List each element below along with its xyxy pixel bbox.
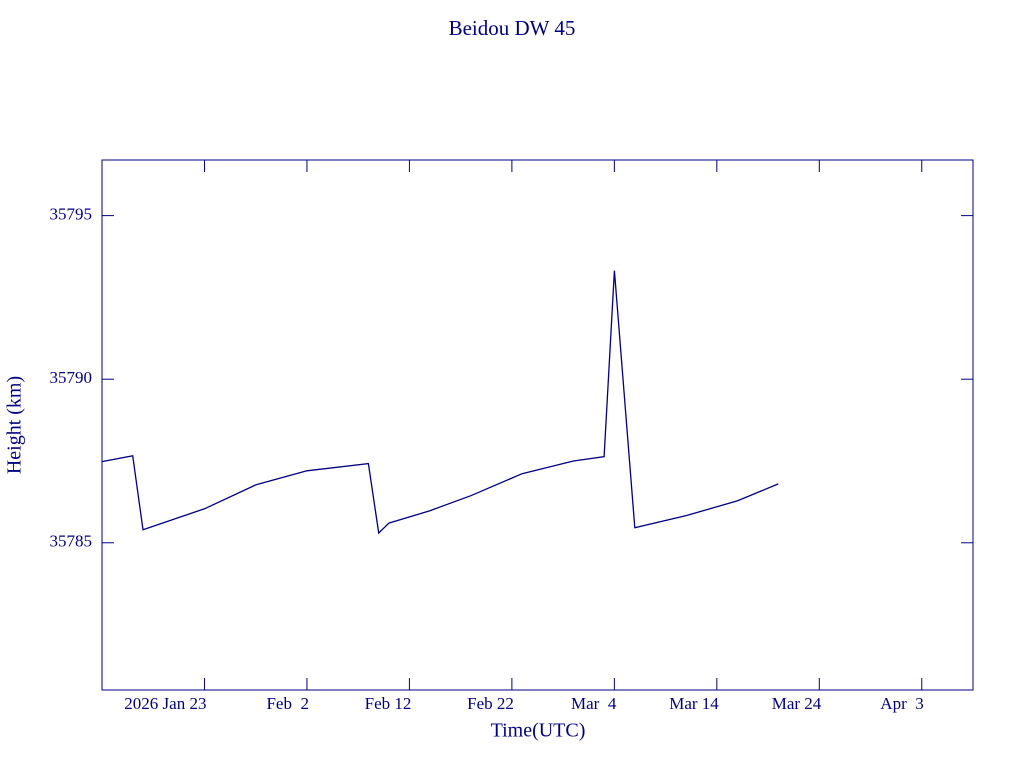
y-tick-label: 35790 bbox=[50, 368, 93, 387]
x-tick-label: Apr 3 bbox=[880, 694, 923, 713]
x-tick-label: Mar 4 bbox=[571, 694, 617, 713]
x-tick-label: Mar 14 bbox=[669, 694, 719, 713]
data-line bbox=[101, 270, 779, 535]
y-axis-label: Height (km) bbox=[4, 376, 26, 474]
plot-frame bbox=[101, 159, 974, 691]
x-axis-label: Time(UTC) bbox=[491, 720, 586, 742]
chart-title: Beidou DW 45 bbox=[449, 16, 576, 40]
x-tick-label: Mar 24 bbox=[772, 694, 822, 713]
x-tick-label: 2026 Jan 23 bbox=[124, 694, 206, 713]
x-tick-label: Feb 2 bbox=[266, 694, 309, 713]
x-tick-label: Feb 12 bbox=[365, 694, 412, 713]
x-tick-label: Feb 22 bbox=[467, 694, 514, 713]
y-tick-label: 35795 bbox=[50, 205, 93, 224]
y-tick-label: 35785 bbox=[50, 532, 93, 551]
